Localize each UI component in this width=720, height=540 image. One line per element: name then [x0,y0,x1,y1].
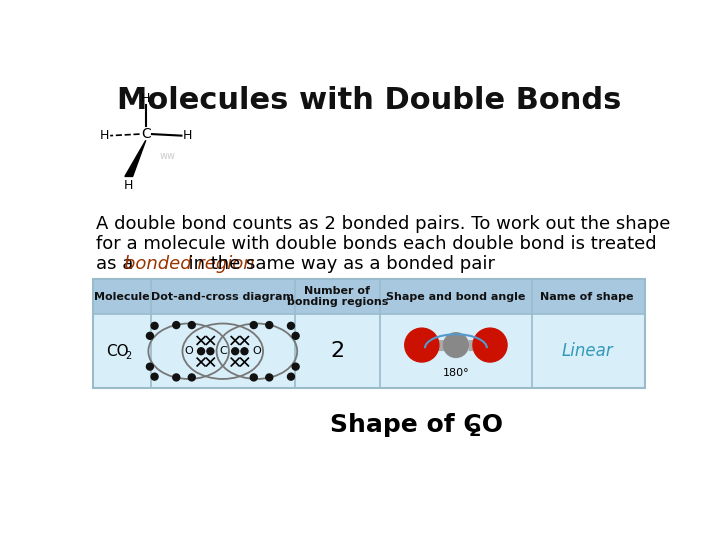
Polygon shape [125,140,145,177]
Text: C: C [219,346,227,356]
Circle shape [444,333,468,357]
Text: O: O [184,346,193,356]
Text: for a molecule with double bonds each double bond is treated: for a molecule with double bonds each do… [96,235,657,253]
Bar [93,314,645,388]
Circle shape [251,374,257,381]
Circle shape [292,363,299,370]
Text: 2: 2 [468,422,481,440]
Circle shape [197,348,204,355]
Circle shape [405,328,439,362]
Text: ww: ww [160,151,176,161]
Bar [93,279,645,388]
Circle shape [173,374,180,381]
Text: O: O [253,346,261,356]
Circle shape [292,333,299,339]
Circle shape [473,328,507,362]
Circle shape [151,322,158,329]
Text: Name of shape: Name of shape [540,292,634,301]
Text: Molecules with Double Bonds: Molecules with Double Bonds [117,86,621,116]
Circle shape [251,322,257,328]
Text: CO: CO [106,344,129,359]
Text: 2: 2 [125,351,131,361]
Text: Number of
bonding regions: Number of bonding regions [287,286,388,307]
Text: Linear: Linear [561,342,613,360]
Text: Shape and bond angle: Shape and bond angle [386,292,526,301]
Text: H: H [183,129,192,142]
Circle shape [146,333,153,339]
Circle shape [287,373,294,380]
Text: bonded region: bonded region [125,255,255,273]
Text: A double bond counts as 2 bonded pairs. To work out the shape: A double bond counts as 2 bonded pairs. … [96,215,670,233]
Circle shape [266,374,273,381]
Text: Molecule: Molecule [94,292,150,301]
Circle shape [189,322,195,328]
Circle shape [287,322,294,329]
Circle shape [151,373,158,380]
Text: H: H [99,129,109,142]
Text: as a: as a [96,255,140,273]
Text: H: H [141,92,150,105]
Text: 180°: 180° [443,368,469,378]
Text: C: C [141,127,150,141]
Text: in the same way as a bonded pair: in the same way as a bonded pair [177,255,495,273]
Text: Dot-and-cross diagram: Dot-and-cross diagram [151,292,294,301]
Circle shape [207,348,214,355]
Bar [93,279,645,314]
Text: 2: 2 [330,341,344,361]
Text: H: H [124,179,133,192]
Text: Shape of CO: Shape of CO [330,413,503,437]
Circle shape [241,348,248,355]
Circle shape [146,363,153,370]
Circle shape [189,374,195,381]
Circle shape [266,322,273,328]
Circle shape [232,348,238,355]
Circle shape [173,322,180,328]
